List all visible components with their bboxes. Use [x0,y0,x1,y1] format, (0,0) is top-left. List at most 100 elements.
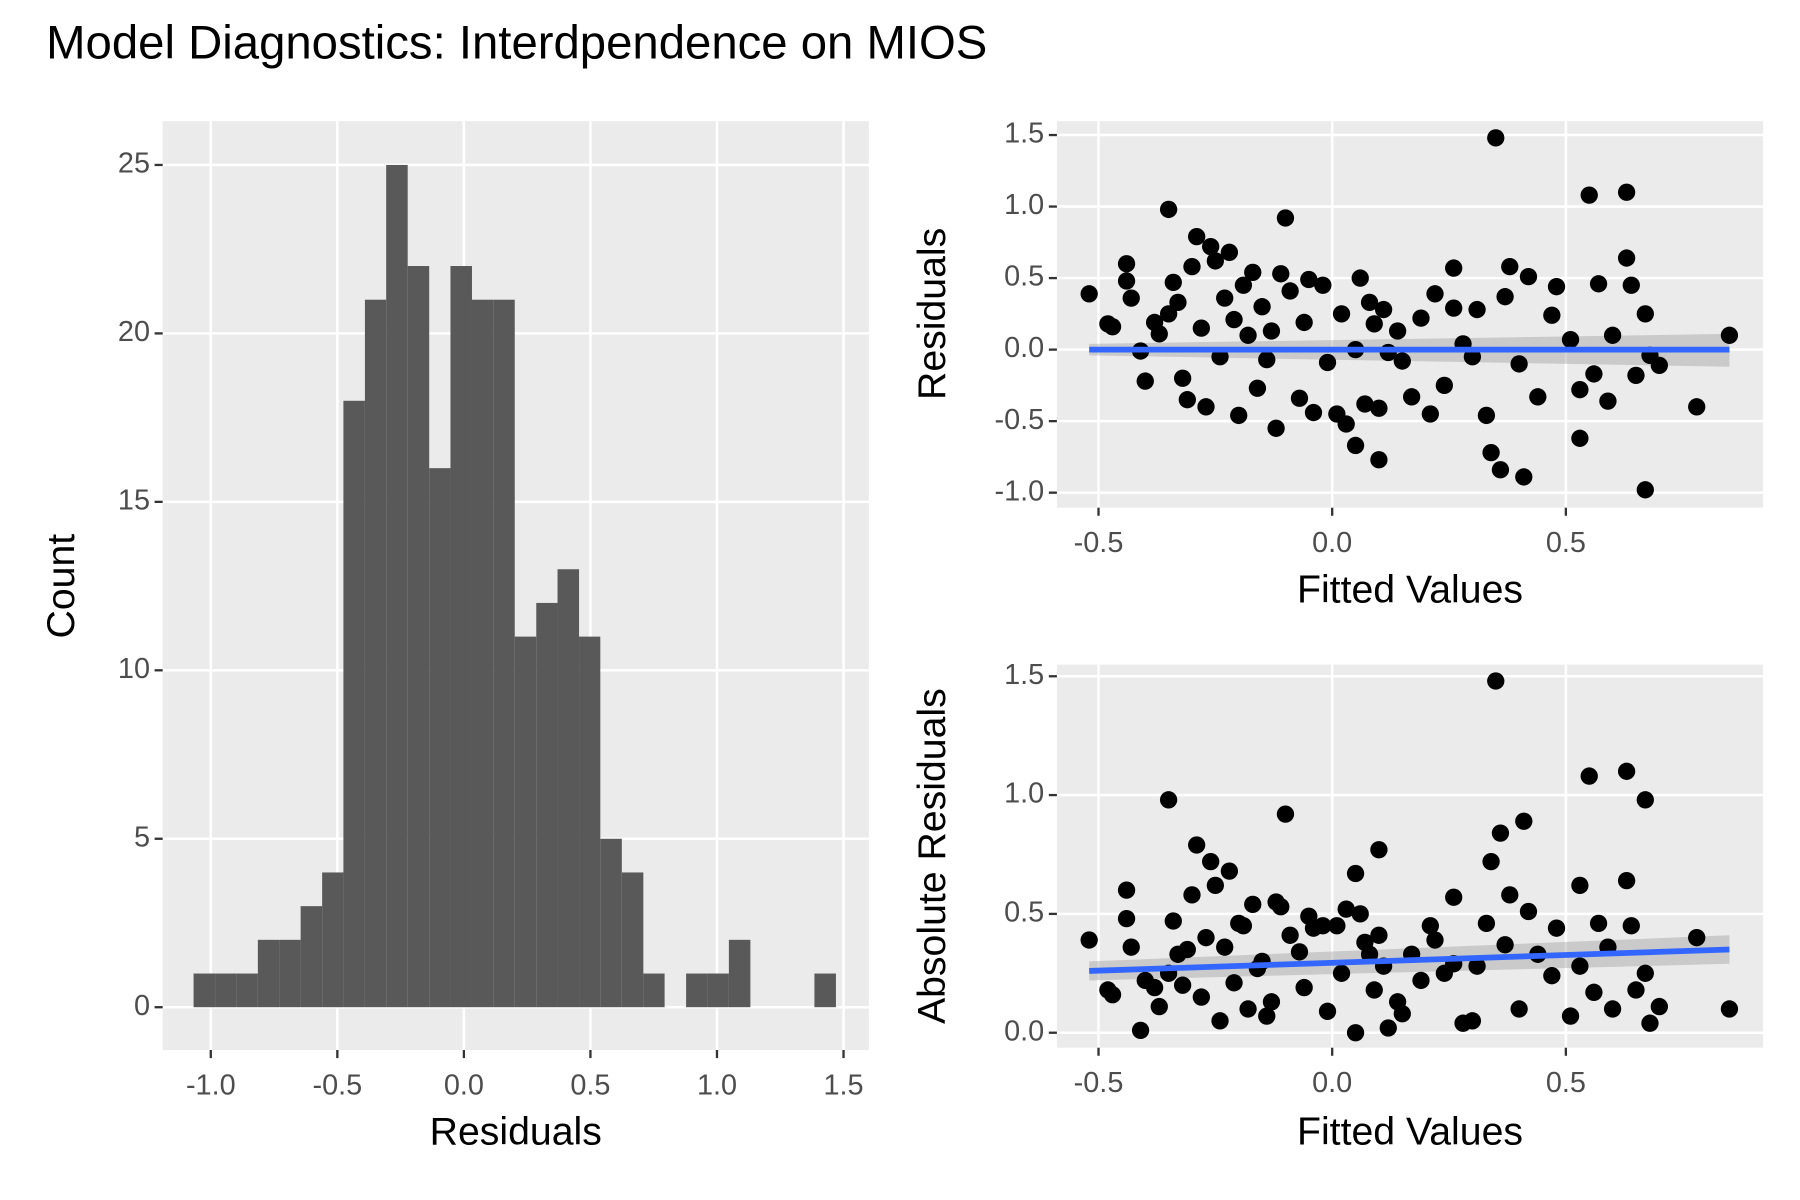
point [1720,326,1739,344]
y-axis-title: Count [39,534,83,639]
point [1178,940,1196,959]
figure-title: Model Diagnostics: Interdpendence on MIO… [46,17,987,70]
histogram-bar [728,939,751,1008]
point [1122,938,1140,956]
point [1332,305,1351,323]
histogram-bar [322,872,344,1008]
point [1636,305,1654,323]
x-tick-label: -1.0 [186,1070,236,1102]
x-tick-label: 0.0 [1312,1067,1352,1099]
histogram-bar [236,973,258,1008]
point [1318,353,1337,372]
histogram-bar [300,906,323,1008]
x-tick-label: 0.0 [1312,527,1352,559]
point [1585,365,1603,383]
point [1501,886,1519,904]
point [1290,943,1309,961]
point [1150,325,1168,343]
point [1720,1000,1739,1018]
y-tick-label: 1.5 [1004,118,1044,150]
histogram-bar [471,299,494,1008]
point [1202,237,1220,256]
point [1510,355,1528,373]
y-tick-label: 15 [118,484,150,516]
point [1220,243,1239,261]
point [1543,967,1561,985]
point [1281,282,1299,300]
histogram-bar [621,872,644,1008]
point [1561,1007,1580,1025]
y-tick-label: 25 [118,148,150,180]
point [1510,1000,1528,1018]
point [1412,309,1430,327]
point [1346,864,1365,883]
point [1080,285,1098,303]
point [1295,313,1313,332]
point [1145,978,1164,997]
point [1295,978,1313,997]
point [1360,293,1379,312]
point [1496,936,1514,954]
point [1688,398,1706,416]
y-tick-label: 1.0 [1004,189,1044,221]
histogram-bar [600,838,622,1008]
point [1421,917,1439,935]
point [1463,1012,1482,1030]
point [1248,379,1267,397]
y-tick-label: 5 [134,821,150,853]
point [1641,1014,1659,1032]
point [1547,278,1566,296]
point [1206,876,1225,895]
point [1173,976,1192,994]
point [1272,898,1290,916]
point [1393,352,1411,370]
point [1445,888,1463,906]
point [1426,931,1444,949]
point [1117,909,1136,928]
point [1337,415,1355,433]
point [1272,265,1290,283]
point [1164,912,1182,930]
point [1515,468,1533,486]
point [1103,318,1122,336]
point [1178,391,1196,409]
point [1529,388,1547,406]
point [1192,988,1210,1006]
point [1328,917,1346,935]
point [1519,268,1538,286]
point [1211,1012,1229,1030]
x-axis-title: Fitted Values [1297,1110,1523,1154]
point [1561,330,1580,349]
y-tick-label: 10 [118,653,150,685]
point [1262,322,1281,340]
point [1589,914,1608,933]
y-axis-title: Residuals [910,228,954,400]
point [1304,403,1323,422]
point [1370,926,1388,944]
y-tick-label: 0 [134,990,150,1022]
point [1173,369,1192,387]
point [1370,399,1388,417]
point [1603,1000,1622,1018]
point [1627,366,1645,385]
histogram-bar [364,299,387,1008]
point [1262,993,1281,1011]
histogram-bar [686,973,708,1008]
point [1276,209,1295,227]
point [1183,257,1201,276]
x-tick-label: -0.5 [312,1070,362,1102]
x-tick-label: 0.5 [570,1070,610,1102]
histogram-bar [279,939,301,1008]
point [1543,306,1561,324]
point [1580,186,1598,204]
point [1230,406,1248,425]
point [1496,288,1514,306]
point [1491,461,1510,479]
x-tick-label: -0.5 [1074,527,1124,559]
x-tick-label: 1.5 [823,1070,863,1102]
y-tick-label: 20 [118,316,150,348]
histogram-bar [257,939,280,1008]
point [1445,299,1463,317]
point [1491,824,1510,842]
